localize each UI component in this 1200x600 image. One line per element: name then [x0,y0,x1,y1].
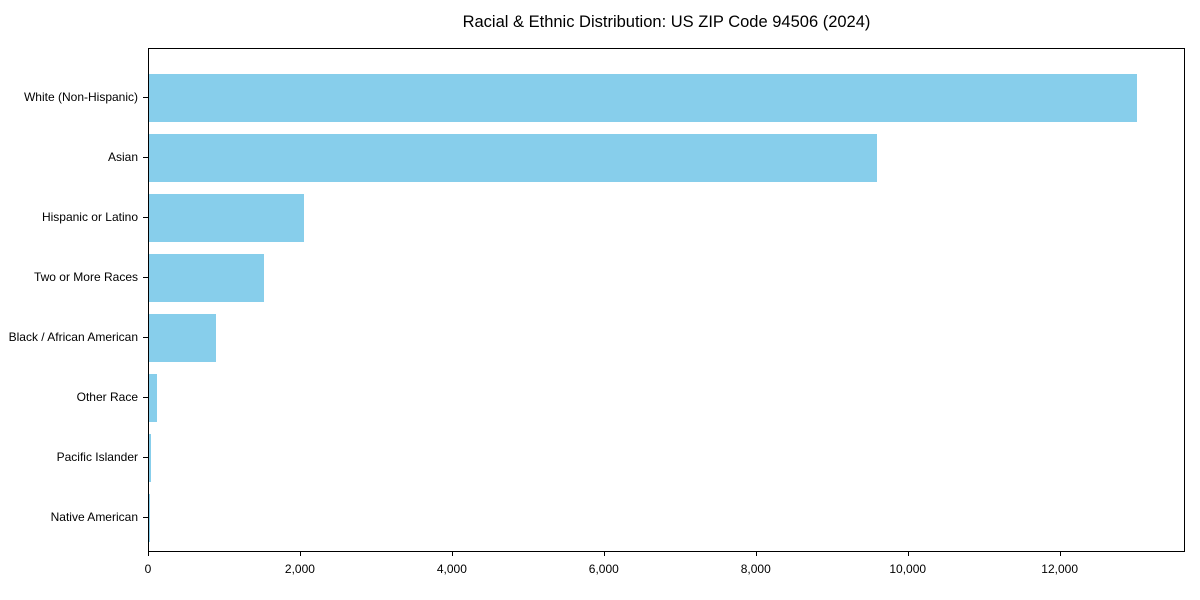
y-tick-mark [143,276,148,278]
x-tick-mark [1059,552,1061,556]
y-tick-mark [143,396,148,398]
bar-asian [149,134,877,182]
y-tick-mark [143,216,148,218]
x-tick-mark [907,552,909,556]
plot-area [148,48,1185,552]
x-tick-mark [603,552,605,556]
x-tick-mark [755,552,757,556]
bar-black-african-american [149,314,216,362]
bar-pacific-islander [149,434,151,482]
y-tick-label-native-american: Native American [50,510,138,524]
y-tick-label-two-or-more-races: Two or More Races [33,270,138,284]
y-tick-label-asian: Asian [107,150,138,164]
y-tick-label-white-non-hispanic: White (Non-Hispanic) [23,90,138,104]
chart-title: Racial & Ethnic Distribution: US ZIP Cod… [462,13,871,31]
x-tick-label: 8,000 [740,562,771,576]
x-tick-label: 6,000 [588,562,619,576]
y-tick-mark [143,456,148,458]
bar-two-or-more-races [149,254,265,302]
bar-other-race [149,374,157,422]
x-tick-label: 12,000 [1041,562,1078,576]
x-tick-mark [148,552,149,556]
y-tick-mark [143,516,148,518]
x-tick-mark [299,552,301,556]
bar-white-non-hispanic [149,74,1137,122]
y-tick-mark [143,336,148,338]
y-tick-label-hispanic-or-latino: Hispanic or Latino [41,210,138,224]
y-tick-label-black-african-american: Black / African American [8,330,138,344]
x-tick-label: 10,000 [889,562,927,576]
x-tick-label: 4,000 [436,562,467,576]
y-tick-label-pacific-islander: Pacific Islander [56,450,138,464]
y-tick-label-other-race: Other Race [76,390,138,404]
y-tick-mark [143,156,148,158]
x-tick-mark [451,552,453,556]
y-tick-mark [143,96,148,98]
x-tick-label: 0 [144,562,152,576]
x-tick-label: 2,000 [284,562,315,576]
bar-hispanic-or-latino [149,194,304,242]
